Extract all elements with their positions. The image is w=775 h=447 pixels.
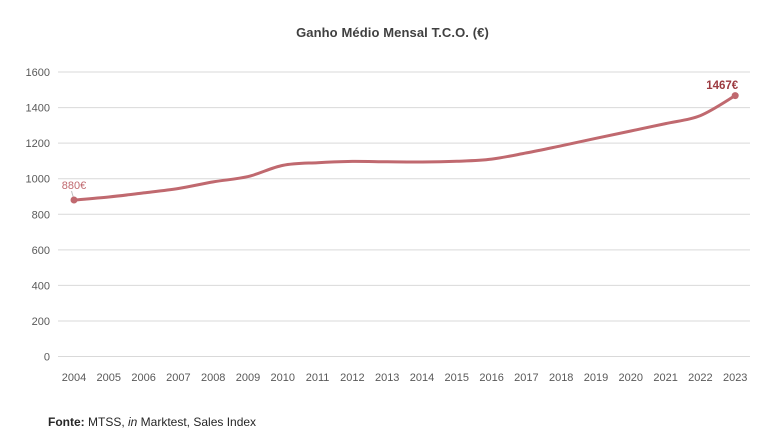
y-tick-label: 1000 <box>26 174 50 186</box>
x-tick-label: 2006 <box>131 372 155 384</box>
x-tick-label: 2020 <box>619 372 643 384</box>
y-tick-label: 200 <box>32 316 50 328</box>
y-tick-label: 1400 <box>26 103 50 115</box>
x-tick-label: 2019 <box>584 372 608 384</box>
y-tick-label: 800 <box>32 209 50 221</box>
start-point-marker <box>70 196 78 204</box>
x-tick-label: 2023 <box>723 372 747 384</box>
x-tick-label: 2009 <box>236 372 260 384</box>
line-chart: 0 200 400 600 800 1000 1200 1400 1600 2004 2005 200… <box>26 67 750 384</box>
x-tick-label: 2010 <box>271 372 295 384</box>
x-tick-label: 2004 <box>62 372 86 384</box>
chart-title: Ganho Médio Mensal T.C.O. (€) <box>296 25 489 40</box>
start-point-label: 880€ <box>62 180 86 192</box>
x-tick-label: 2014 <box>410 372 434 384</box>
x-tick-label: 2021 <box>653 372 677 384</box>
x-tick-label: 2016 <box>479 372 503 384</box>
y-tick-label: 600 <box>32 245 50 257</box>
x-tick-label: 2017 <box>514 372 538 384</box>
end-point-marker <box>731 92 739 100</box>
source-note-part2: Marktest, Sales Index <box>137 415 257 429</box>
x-tick-label: 2008 <box>201 372 225 384</box>
y-tick-label: 0 <box>44 352 50 364</box>
x-tick-label: 2022 <box>688 372 712 384</box>
y-tick-label: 1600 <box>26 67 50 79</box>
end-point-label: 1467€ <box>706 80 739 92</box>
x-tick-label: 2013 <box>375 372 399 384</box>
x-tick-label: 2015 <box>445 372 469 384</box>
source-note: Fonte: MTSS, in Marktest, Sales Index <box>48 415 256 429</box>
x-tick-label: 2012 <box>340 372 364 384</box>
x-tick-label: 2007 <box>166 372 190 384</box>
x-tick-label: 2018 <box>549 372 573 384</box>
x-tick-label: 2011 <box>306 372 330 384</box>
y-tick-label: 1200 <box>26 138 50 150</box>
x-tick-label: 2005 <box>97 372 121 384</box>
y-tick-label: 400 <box>32 280 50 292</box>
source-note-part1: MTSS, <box>84 415 128 429</box>
source-note-italic: in <box>128 415 138 429</box>
source-note-label: Fonte: <box>48 415 85 429</box>
trend-line <box>72 94 737 202</box>
